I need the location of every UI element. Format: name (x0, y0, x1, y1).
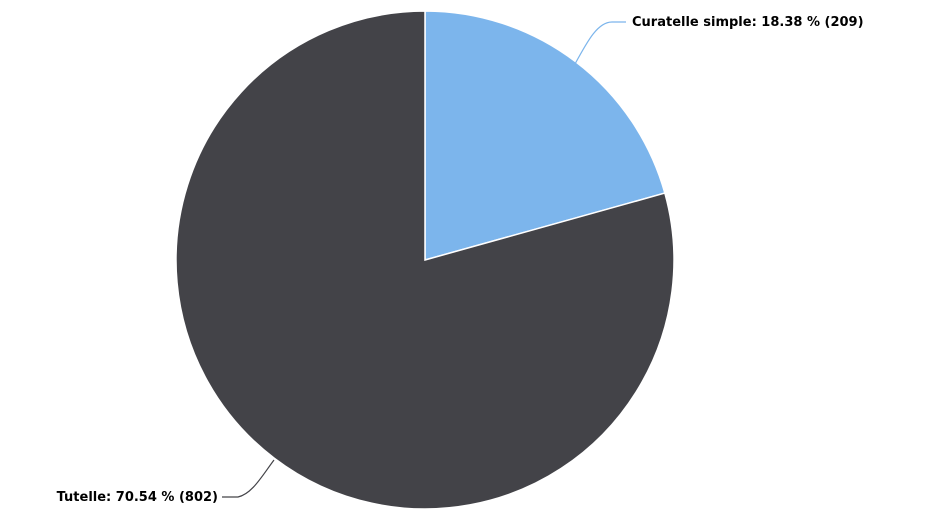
connector-tutelle (222, 459, 275, 498)
slice-curatelle-simple[interactable] (424, 10, 666, 261)
connector-curatelle-simple (574, 21, 626, 65)
slice-tutelle[interactable] (175, 10, 675, 510)
data-label-tutelle: Tutelle: 70.54 % (802) (57, 490, 218, 505)
data-label-curatelle-simple: Curatelle simple: 18.38 % (209) (632, 15, 864, 30)
